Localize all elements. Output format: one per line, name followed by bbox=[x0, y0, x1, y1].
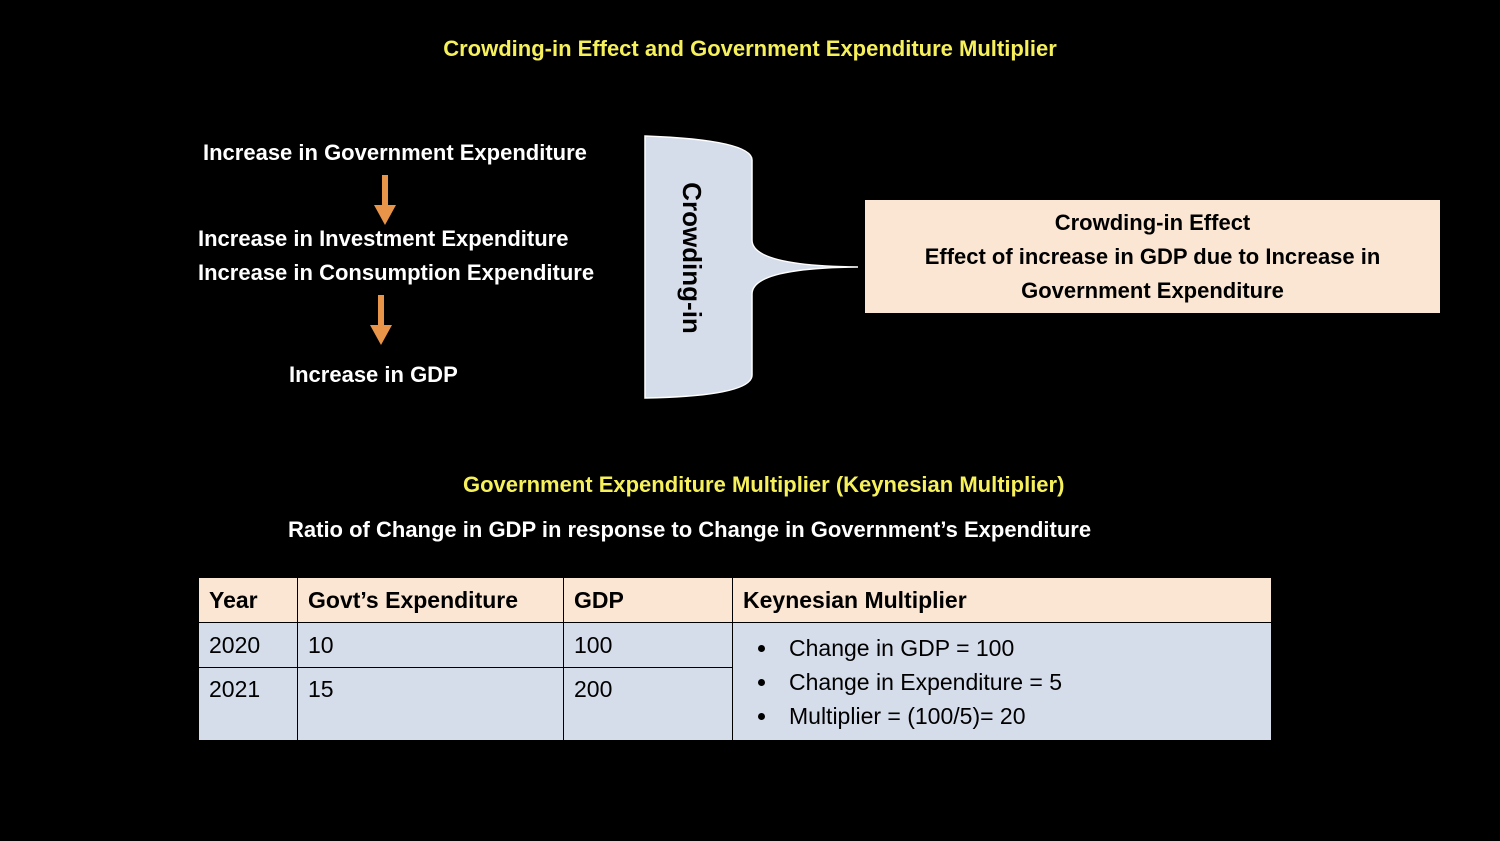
arrow bbox=[374, 175, 396, 225]
cell: 2021 bbox=[198, 667, 298, 741]
flow-step: Increase in Government Expenditure bbox=[203, 140, 587, 165]
callout-title: Crowding-in Effect bbox=[1054, 210, 1251, 235]
flow-step: Increase in Investment Expenditure bbox=[198, 226, 569, 251]
note: Change in Expenditure = 5 bbox=[779, 665, 1261, 699]
flow-step: Increase in Consumption Expenditure bbox=[198, 260, 595, 285]
header-cell: Keynesian Multiplier bbox=[732, 577, 1272, 623]
note: Change in GDP = 100 bbox=[779, 631, 1261, 665]
header-cell: GDP bbox=[563, 577, 733, 623]
header-cell: Year bbox=[198, 577, 298, 623]
cell: 200 bbox=[563, 667, 733, 741]
note: Multiplier = (100/5)= 20 bbox=[779, 699, 1261, 733]
definition: Ratio of Change in GDP in response to Ch… bbox=[288, 517, 1092, 542]
cell: 15 bbox=[297, 667, 564, 741]
section-title: Government Expenditure Multiplier (Keyne… bbox=[463, 472, 1065, 497]
brace-label: Crowding-in bbox=[677, 182, 707, 334]
cell: 100 bbox=[563, 622, 733, 668]
slide-title: Crowding-in Effect and Government Expend… bbox=[443, 36, 1057, 61]
callout-text: Effect of increase in GDP due to Increas… bbox=[924, 244, 1381, 303]
callout: Crowding-in Effect Effect of increase in… bbox=[865, 200, 1440, 313]
header-cell: Govt’s Expenditure bbox=[297, 577, 564, 623]
arrow bbox=[370, 295, 392, 345]
cell: 10 bbox=[297, 622, 564, 668]
brace bbox=[644, 135, 859, 399]
table: Year Govt’s Expenditure GDP Keynesian Mu… bbox=[198, 577, 1272, 741]
notes: Change in GDP = 100 Change in Expenditur… bbox=[743, 631, 1261, 733]
cell: 2020 bbox=[198, 622, 298, 668]
flow-step: Increase in GDP bbox=[289, 362, 458, 387]
notes-cell: Change in GDP = 100 Change in Expenditur… bbox=[732, 622, 1272, 741]
